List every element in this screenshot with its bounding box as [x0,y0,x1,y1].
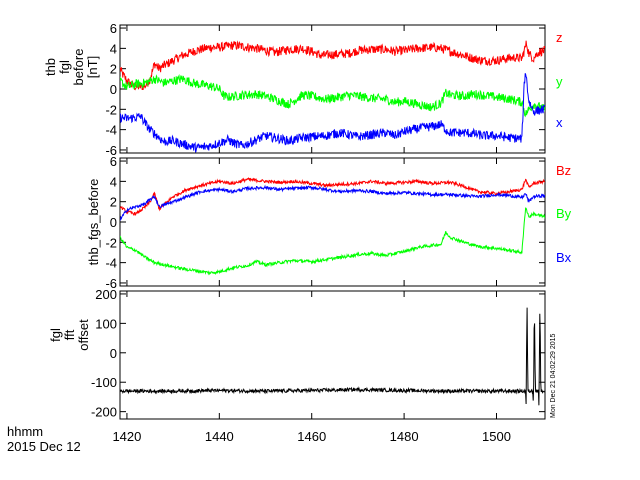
legend-by: By [556,206,572,221]
y-axis-label-line: offset [76,319,91,351]
y-axis-label: thbfglbefore[nT] [43,49,100,86]
series-z [120,40,545,91]
series-offset [120,307,545,406]
series-bx [120,184,545,221]
time-format-label: hhmm [7,424,43,439]
y-tick-label: -6 [105,143,117,158]
y-axis-label-line: [nT] [85,56,100,78]
y-tick-label: -200 [91,405,117,420]
y-tick-label: -2 [105,235,117,250]
y-axis-label-line: thb_fgs_before [86,179,101,266]
series-x [120,73,545,153]
legend-bx: Bx [556,250,572,265]
y-tick-label: 0 [110,215,117,230]
y-axis-label: fglfftoffset [48,319,91,351]
y-tick-label: 4 [110,174,117,189]
y-tick-label: -100 [91,375,117,390]
y-axis-label-line: fft [62,329,77,340]
y-axis-label-line: thb [43,58,58,76]
x-tick-label: 1440 [205,429,234,444]
panel-frame [119,157,546,287]
legend-bz: Bz [556,163,571,178]
y-axis-label-line: fgl [57,60,72,74]
y-axis-label: thb_fgs_before [86,179,101,266]
y-tick-label: 4 [110,41,117,56]
panel-2: 6 4 2 0 -2 -4 -6 thb_fgs_before Bz By Bx [86,154,572,291]
y-tick-label: 0 [110,346,117,361]
y-tick-label: 100 [95,316,117,331]
y-tick-label: 2 [110,195,117,210]
y-axis-label-line: fgl [48,328,63,342]
y-tick-label: 2 [110,62,117,77]
series-by [120,207,545,276]
y-tick-label: -2 [105,102,117,117]
panel-frame [119,290,546,420]
y-axis-label-line: before [71,49,86,86]
series-y [120,73,545,118]
generated-timestamp: Mon Dec 21 04:02:29 2015 [550,333,557,418]
x-tick-label: 1500 [482,429,511,444]
y-tick-label: 6 [110,154,117,169]
legend-z: z [556,30,563,45]
y-tick-label: 200 [95,287,117,302]
series-bz [120,177,545,216]
y-tick-label: -4 [105,256,117,271]
legend-x: x [556,115,563,130]
panel-1: 6 4 2 0 -2 -4 -6 thbfglbefore[nT] z y x [43,21,563,158]
legend-y: y [556,74,563,89]
x-tick-label: 1420 [112,429,141,444]
x-tick-label: 1460 [297,429,326,444]
date-label: 2015 Dec 12 [7,439,81,454]
y-tick-label: 0 [110,82,117,97]
y-tick-label: -4 [105,123,117,138]
panel-3: 200 100 0 -100 -200 fglfftoffset [48,287,546,420]
x-tick-label: 1480 [390,429,419,444]
y-tick-label: -6 [105,276,117,291]
y-tick-label: 6 [110,21,117,36]
